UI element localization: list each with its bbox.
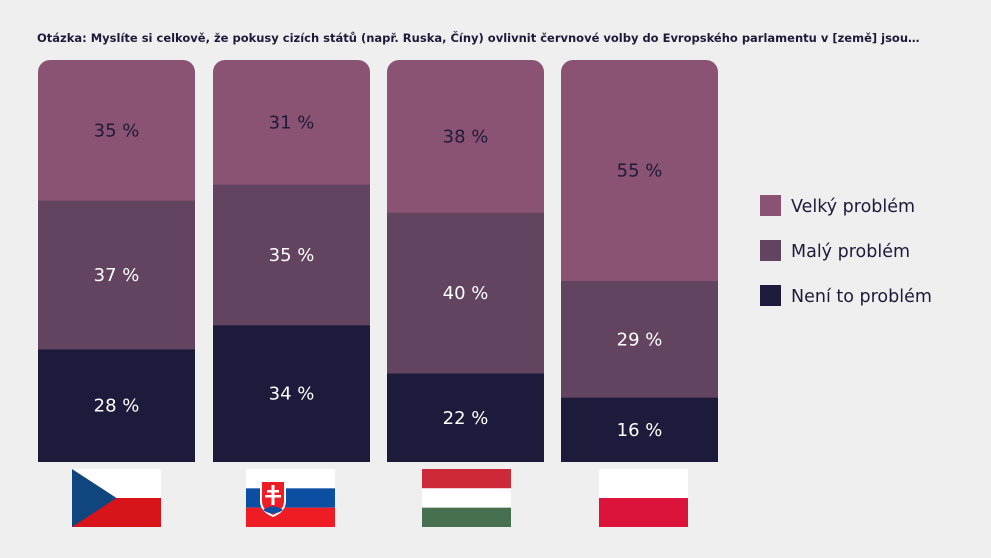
- bar-value-label-0-0: 35 %: [94, 120, 140, 141]
- bar-segment-0-0: [38, 60, 195, 202]
- bar-value-label-1-1: 35 %: [269, 245, 315, 266]
- bar-segment-2-0: [38, 349, 195, 462]
- bar-stack-3: [561, 60, 718, 462]
- bar-segment-0-1: [213, 60, 370, 186]
- legend: Velký problém Malý problém Není to problém: [760, 195, 932, 307]
- flag-czech-icon: Czech Republic: [72, 469, 161, 527]
- bar-groups: 35 % 37 % 28 % 31 % 35 % 34 % 38 % 40 % 22 % 55 %…: [38, 60, 718, 462]
- flag-hungary-icon: Hungary: [422, 469, 511, 527]
- bar-segment-2-1: [213, 325, 370, 462]
- legend-label-1: Malý problém: [791, 242, 910, 262]
- legend-label-0: Velký problém: [791, 197, 915, 217]
- bar-segment-0-3: [561, 60, 718, 282]
- bar-value-label-0-2: 38 %: [443, 126, 489, 147]
- bar-stack-0: [38, 60, 195, 462]
- flag-poland-icon: Poland: [599, 469, 688, 527]
- bar-segment-0-2: [387, 60, 544, 214]
- legend-swatch-0: [760, 195, 781, 216]
- bar-segment-1-1: [213, 184, 370, 326]
- bar-value-label-0-3: 55 %: [617, 161, 663, 182]
- bar-value-label-2-0: 28 %: [94, 396, 140, 417]
- bar-value-label-2-2: 22 %: [443, 408, 489, 429]
- bar-value-label-1-0: 37 %: [94, 265, 140, 286]
- legend-swatch-2: [760, 285, 781, 306]
- category-flags: Czech Republic Slovakia Hungary Poland: [72, 469, 688, 527]
- bar-segment-2-3: [561, 397, 718, 462]
- bar-value-label-0-1: 31 %: [269, 112, 315, 133]
- legend-swatch-1: [760, 240, 781, 261]
- bar-value-label-2-1: 34 %: [269, 384, 315, 405]
- legend-label-2: Není to problém: [791, 287, 932, 307]
- chart-title: Otázka: Myslíte si celkově, že pokusy ci…: [37, 30, 920, 45]
- bar-value-label-2-3: 16 %: [617, 420, 663, 441]
- flag-slovakia-icon: Slovakia: [246, 469, 335, 527]
- bar-segment-1-0: [38, 200, 195, 350]
- bar-value-label-1-3: 29 %: [617, 329, 663, 350]
- bar-stack-2: [387, 60, 544, 462]
- bar-segment-2-2: [387, 373, 544, 462]
- bar-segment-1-2: [387, 212, 544, 375]
- bar-stack-1: [213, 60, 370, 462]
- bar-segment-1-3: [561, 281, 718, 399]
- bar-value-label-1-2: 40 %: [443, 283, 489, 304]
